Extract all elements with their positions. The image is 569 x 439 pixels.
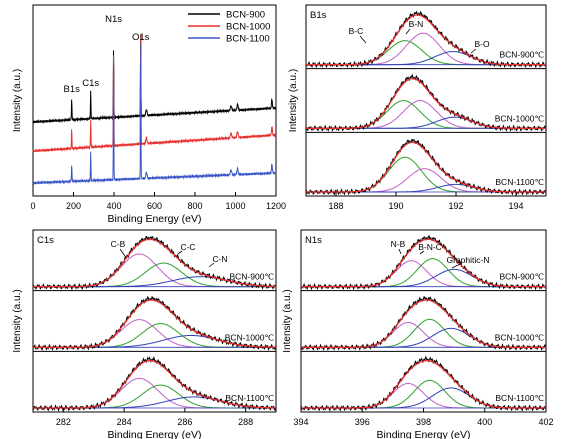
b1s-sample-label: BCN-1000℃ xyxy=(495,113,545,123)
b1s-peak-label: B-N xyxy=(409,19,424,29)
survey-xtick-label: 400 xyxy=(106,201,121,211)
c1s-peak-label: C-B xyxy=(111,239,126,249)
b1s-fit-envelope xyxy=(306,141,546,193)
survey-legend-entry: BCN-900 xyxy=(226,10,265,21)
b1s-peak-label: B-C xyxy=(349,26,364,36)
survey-peak-label: O1s xyxy=(132,32,150,43)
n1s-peak-label: N-B xyxy=(391,239,406,249)
survey-peak-label: N1s xyxy=(105,14,122,25)
n1s-peak-pointer xyxy=(398,248,402,255)
c1s-frame xyxy=(32,229,277,413)
c1s-peak-label: C-N xyxy=(212,254,227,264)
b1s-frame xyxy=(305,4,547,197)
n1s-peak-pointer xyxy=(419,250,425,255)
n1s-xtick-label: 398 xyxy=(416,417,431,427)
survey-y-axis-label: Intensity (a.u.) xyxy=(12,69,23,132)
n1s-xtick-label: 396 xyxy=(355,417,370,427)
c1s-sample-label: BCN-1000℃ xyxy=(225,332,275,342)
b1s-peak-pointer xyxy=(405,28,411,35)
survey-xtick-label: 600 xyxy=(147,201,162,211)
c1s-sample-label: BCN-900℃ xyxy=(229,272,274,282)
n1s-peak-label: Graphitic-N xyxy=(447,255,490,265)
c1s-peak-pointer xyxy=(119,248,126,257)
survey-xtick-label: 200 xyxy=(66,201,81,211)
survey-xtick-label: 1000 xyxy=(225,201,245,211)
n1s-sample-label: BCN-900℃ xyxy=(499,272,544,282)
survey-peak-label: B1s xyxy=(63,84,80,95)
b1s-fit-envelope xyxy=(306,14,546,66)
n1s-y-axis-label: Intensity (a.u.) xyxy=(282,289,293,352)
b1s-xtick-label: 188 xyxy=(328,201,343,211)
n1s-fit-envelope xyxy=(301,238,546,288)
n1s-sample-label: BCN-1100℃ xyxy=(495,393,544,403)
n1s-raw-data xyxy=(300,355,547,412)
c1s-raw-data xyxy=(32,295,277,352)
c1s-peak-label: C-C xyxy=(180,242,195,252)
c1s-x-axis-label: Binding Energy (eV) xyxy=(108,429,202,439)
n1s-xtick-label: 394 xyxy=(293,417,308,427)
b1s-xtick-label: 194 xyxy=(508,201,523,211)
b1s-y-axis-label: Intensity (a.u.) xyxy=(288,69,299,132)
n1s-fit-envelope xyxy=(301,360,546,409)
n1s-raw-data xyxy=(300,295,547,351)
c1s-fit-envelope xyxy=(33,360,276,409)
survey-series-line xyxy=(32,35,277,153)
c1s-xtick-label: 282 xyxy=(56,417,71,427)
n1s-x-axis-label: Binding Energy (eV) xyxy=(377,429,471,439)
c1s-xtick-label: 288 xyxy=(238,417,253,427)
b1s-xtick-label: 192 xyxy=(448,201,463,211)
b1s-peak-label: B-O xyxy=(474,39,490,49)
b1s-sample-label: BCN-900℃ xyxy=(499,50,544,60)
survey-peak-label: C1s xyxy=(82,78,99,89)
b1s-peak-pointer xyxy=(470,48,477,54)
survey-legend-entry: BCN-1100 xyxy=(226,34,270,45)
survey-series-line xyxy=(32,34,277,124)
n1s-peak-label: B-N-C xyxy=(418,242,442,252)
c1s-panel-title: C1s xyxy=(37,235,54,246)
n1s-peak-pointer xyxy=(451,263,461,269)
c1s-raw-data xyxy=(32,356,277,412)
n1s-xtick-label: 400 xyxy=(477,417,492,427)
c1s-peak-pointer xyxy=(208,262,215,268)
b1s-raw-data xyxy=(305,73,547,132)
c1s-peak-pointer xyxy=(177,250,183,255)
c1s-fit-envelope xyxy=(33,299,276,348)
c1s-sample-label: BCN-1100℃ xyxy=(225,393,274,403)
survey-legend-entry: BCN-1000 xyxy=(226,22,270,33)
n1s-sample-label: BCN-1000℃ xyxy=(495,332,545,342)
survey-x-axis-label: Binding Energy (eV) xyxy=(108,213,202,225)
n1s-fit-envelope xyxy=(301,299,546,348)
b1s-fit-envelope xyxy=(306,78,546,129)
n1s-xtick-label: 402 xyxy=(538,417,553,427)
survey-series-line xyxy=(32,44,277,186)
b1s-peak-pointer xyxy=(359,35,367,44)
b1s-xtick-label: 190 xyxy=(388,201,403,211)
c1s-xtick-label: 284 xyxy=(117,417,132,427)
c1s-y-axis-label: Intensity (a.u.) xyxy=(12,289,23,352)
survey-xtick-label: 1200 xyxy=(266,201,286,211)
b1s-panel-title: B1s xyxy=(310,10,327,21)
n1s-panel-title: N1s xyxy=(305,235,322,246)
survey-xtick-label: 0 xyxy=(30,201,35,211)
b1s-sample-label: BCN-1100℃ xyxy=(495,177,544,187)
survey-xtick-label: 800 xyxy=(187,201,202,211)
c1s-fit-envelope xyxy=(33,238,277,288)
c1s-xtick-label: 286 xyxy=(177,417,192,427)
